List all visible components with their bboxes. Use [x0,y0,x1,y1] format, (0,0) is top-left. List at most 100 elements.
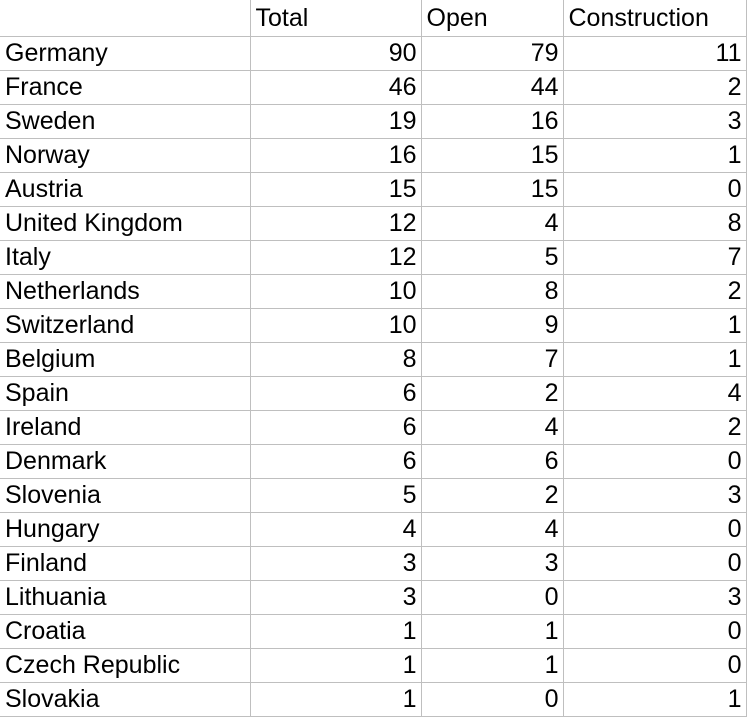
open-cell[interactable]: 79 [420,36,564,71]
total-cell[interactable]: 8 [249,342,422,377]
construction-cell[interactable]: 3 [562,478,747,513]
header-open[interactable]: Open [420,0,564,37]
table-row: Italy 12 5 7 [0,240,747,275]
country-cell[interactable]: Ireland [0,410,251,445]
construction-cell[interactable]: 0 [562,444,747,479]
open-cell[interactable]: 0 [420,682,564,717]
country-cell[interactable]: Croatia [0,614,251,649]
country-cell[interactable]: France [0,70,251,105]
corner-cell[interactable] [0,0,251,37]
open-cell[interactable]: 2 [420,376,564,411]
construction-cell[interactable]: 11 [562,36,747,71]
total-cell[interactable]: 90 [249,36,422,71]
country-cell[interactable]: Denmark [0,444,251,479]
country-cell[interactable]: Finland [0,546,251,581]
table-row: France 46 44 2 [0,70,747,105]
country-cell[interactable]: Belgium [0,342,251,377]
open-cell[interactable]: 15 [420,138,564,173]
total-cell[interactable]: 5 [249,478,422,513]
open-cell[interactable]: 44 [420,70,564,105]
total-cell[interactable]: 3 [249,546,422,581]
table-row: Finland 3 3 0 [0,546,747,581]
country-cell[interactable]: Switzerland [0,308,251,343]
country-cell[interactable]: Spain [0,376,251,411]
construction-cell[interactable]: 2 [562,410,747,445]
total-cell[interactable]: 3 [249,580,422,615]
header-total[interactable]: Total [249,0,422,37]
country-cell[interactable]: Netherlands [0,274,251,309]
table-row: Austria 15 15 0 [0,172,747,207]
total-cell[interactable]: 1 [249,648,422,683]
table-row: Sweden 19 16 3 [0,104,747,139]
table-row: Norway 16 15 1 [0,138,747,173]
country-cell[interactable]: Czech Republic [0,648,251,683]
country-cell[interactable]: Lithuania [0,580,251,615]
construction-cell[interactable]: 0 [562,648,747,683]
construction-cell[interactable]: 1 [562,138,747,173]
open-cell[interactable]: 16 [420,104,564,139]
open-cell[interactable]: 8 [420,274,564,309]
open-cell[interactable]: 5 [420,240,564,275]
country-cell[interactable]: Hungary [0,512,251,547]
country-cell[interactable]: Germany [0,36,251,71]
total-cell[interactable]: 19 [249,104,422,139]
construction-cell[interactable]: 1 [562,682,747,717]
construction-cell[interactable]: 8 [562,206,747,241]
construction-cell[interactable]: 1 [562,342,747,377]
table-row: Belgium 8 7 1 [0,342,747,377]
construction-cell[interactable]: 1 [562,308,747,343]
construction-cell[interactable]: 0 [562,614,747,649]
total-cell[interactable]: 1 [249,614,422,649]
construction-cell[interactable]: 7 [562,240,747,275]
open-cell[interactable]: 2 [420,478,564,513]
total-cell[interactable]: 1 [249,682,422,717]
construction-cell[interactable]: 2 [562,70,747,105]
open-cell[interactable]: 7 [420,342,564,377]
table-row: Croatia 1 1 0 [0,614,747,649]
total-cell[interactable]: 46 [249,70,422,105]
header-construction[interactable]: Construction [562,0,747,37]
country-cell[interactable]: Italy [0,240,251,275]
open-cell[interactable]: 3 [420,546,564,581]
total-cell[interactable]: 6 [249,376,422,411]
open-cell[interactable]: 4 [420,512,564,547]
table-row: Denmark 6 6 0 [0,444,747,479]
open-cell[interactable]: 1 [420,648,564,683]
construction-cell[interactable]: 3 [562,104,747,139]
table-row: United Kingdom 12 4 8 [0,206,747,241]
open-cell[interactable]: 15 [420,172,564,207]
total-cell[interactable]: 15 [249,172,422,207]
country-cell[interactable]: Sweden [0,104,251,139]
construction-cell[interactable]: 2 [562,274,747,309]
total-cell[interactable]: 4 [249,512,422,547]
open-cell[interactable]: 6 [420,444,564,479]
open-cell[interactable]: 9 [420,308,564,343]
table-row: Switzerland 10 9 1 [0,308,747,343]
construction-cell[interactable]: 0 [562,546,747,581]
total-cell[interactable]: 16 [249,138,422,173]
country-cell[interactable]: Norway [0,138,251,173]
open-cell[interactable]: 0 [420,580,564,615]
country-cell[interactable]: Austria [0,172,251,207]
table-row: Germany 90 79 11 [0,36,747,71]
country-cell[interactable]: Slovakia [0,682,251,717]
construction-cell[interactable]: 0 [562,512,747,547]
construction-cell[interactable]: 3 [562,580,747,615]
total-cell[interactable]: 12 [249,206,422,241]
open-cell[interactable]: 4 [420,206,564,241]
country-cell[interactable]: United Kingdom [0,206,251,241]
construction-cell[interactable]: 0 [562,172,747,207]
total-cell[interactable]: 10 [249,274,422,309]
total-cell[interactable]: 6 [249,410,422,445]
open-cell[interactable]: 4 [420,410,564,445]
total-cell[interactable]: 10 [249,308,422,343]
table-row: Hungary 4 4 0 [0,512,747,547]
header-row: Total Open Construction [0,0,747,37]
construction-cell[interactable]: 4 [562,376,747,411]
country-cell[interactable]: Slovenia [0,478,251,513]
table-row: Ireland 6 4 2 [0,410,747,445]
open-cell[interactable]: 1 [420,614,564,649]
total-cell[interactable]: 6 [249,444,422,479]
total-cell[interactable]: 12 [249,240,422,275]
